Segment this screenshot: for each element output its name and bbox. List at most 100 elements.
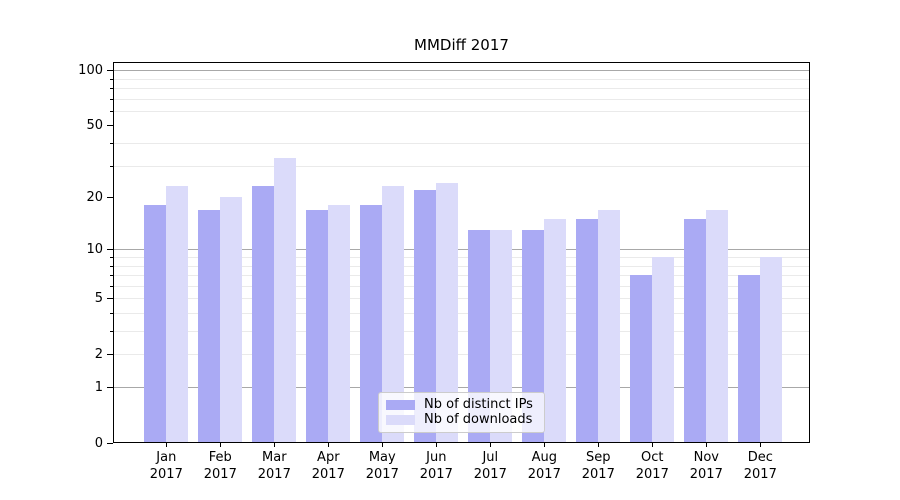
- gridline-minor: [114, 275, 809, 277]
- bar-downloads: [328, 205, 351, 442]
- bar-distinct-ips: [360, 205, 383, 442]
- y-tick: [107, 443, 113, 444]
- y-tick-minor: [110, 98, 113, 100]
- y-tick: [107, 70, 113, 72]
- y-tick-minor: [110, 165, 113, 167]
- x-tick-label: Mar 2017: [247, 449, 301, 483]
- y-tick-minor: [110, 312, 113, 314]
- x-tick-label: Sep 2017: [571, 449, 625, 483]
- legend-entry-downloads: Nb of downloads: [386, 413, 536, 427]
- x-tick-year: 2017: [149, 467, 183, 482]
- y-tick-label: 10: [86, 241, 103, 257]
- gridline-major: [114, 70, 809, 72]
- y-tick: [107, 249, 113, 251]
- x-tick-year: 2017: [257, 467, 291, 482]
- x-tick-month: May: [368, 450, 396, 465]
- x-tick-month: Sep: [586, 450, 611, 465]
- x-tick-month: Oct: [641, 450, 664, 465]
- gridline-minor: [114, 110, 809, 112]
- bar-distinct-ips: [198, 209, 221, 442]
- bar-distinct-ips: [468, 229, 491, 442]
- x-tick-year: 2017: [473, 467, 507, 482]
- bar-downloads: [490, 229, 513, 442]
- legend-swatch-distinct-ips: [386, 400, 415, 410]
- x-tick-month: Jun: [426, 450, 447, 465]
- legend: Nb of distinct IPs Nb of downloads: [378, 392, 545, 433]
- x-tick: [220, 443, 222, 447]
- gridline-minor: [114, 298, 809, 300]
- x-tick: [166, 443, 168, 447]
- y-tick-minor: [110, 88, 113, 90]
- x-tick-label: Feb 2017: [193, 449, 247, 483]
- bar-distinct-ips: [630, 275, 653, 442]
- x-tick-label: Jun 2017: [409, 449, 463, 483]
- x-tick-month: Jul: [482, 450, 499, 465]
- y-tick-label: 0: [94, 435, 103, 451]
- x-tick-month: Feb: [208, 450, 232, 465]
- x-tick-year: 2017: [527, 467, 561, 482]
- x-tick-year: 2017: [581, 467, 615, 482]
- bar-downloads: [544, 219, 567, 442]
- x-tick-year: 2017: [419, 467, 453, 482]
- y-tick-label: 50: [86, 117, 103, 133]
- y-tick-label: 1: [94, 379, 103, 395]
- gridline-minor: [114, 88, 809, 90]
- x-tick-month: Nov: [693, 450, 719, 465]
- y-tick-minor: [110, 110, 113, 112]
- bar-distinct-ips: [522, 229, 545, 442]
- bar-downloads: [220, 197, 243, 442]
- gridline-minor: [114, 98, 809, 100]
- legend-label-distinct-ips: Nb of distinct IPs: [424, 397, 533, 412]
- y-tick-minor: [110, 257, 113, 258]
- y-tick-minor: [110, 143, 113, 145]
- gridline-major: [114, 387, 809, 388]
- x-tick-label: May 2017: [355, 449, 409, 483]
- x-tick: [706, 443, 708, 447]
- x-tick: [760, 443, 762, 447]
- x-tick-year: 2017: [311, 467, 345, 482]
- gridline-minor: [114, 143, 809, 145]
- legend-swatch-downloads: [386, 415, 415, 425]
- gridline-minor: [114, 165, 809, 167]
- y-tick-label: 5: [94, 290, 103, 306]
- y-tick-minor: [110, 354, 113, 356]
- x-tick-month: Dec: [747, 450, 773, 465]
- gridline-minor: [114, 78, 809, 80]
- y-tick: [107, 387, 113, 388]
- x-tick: [598, 443, 600, 447]
- y-tick-minor: [110, 298, 113, 300]
- y-tick-label: 20: [86, 189, 103, 205]
- x-tick: [328, 443, 330, 447]
- x-tick-label: Dec 2017: [733, 449, 787, 483]
- y-tick: [107, 197, 113, 199]
- bar-downloads: [274, 158, 297, 442]
- y-tick-minor: [110, 285, 113, 287]
- bar-downloads: [706, 209, 729, 442]
- bar-downloads: [652, 257, 675, 442]
- legend-label-downloads: Nb of downloads: [424, 412, 533, 427]
- y-tick-label: 100: [78, 62, 103, 78]
- x-tick: [382, 443, 384, 447]
- bar-distinct-ips: [144, 205, 167, 442]
- bar-downloads: [760, 257, 783, 442]
- x-tick: [274, 443, 276, 447]
- bar-downloads: [436, 182, 459, 442]
- y-tick-minor: [110, 78, 113, 80]
- bar-downloads: [166, 186, 189, 442]
- x-tick-month: Jan: [156, 450, 177, 465]
- bar-distinct-ips: [252, 186, 275, 442]
- bar-distinct-ips: [738, 275, 761, 442]
- x-tick-year: 2017: [203, 467, 237, 482]
- y-tick-minor: [110, 275, 113, 277]
- gridline-minor: [114, 331, 809, 333]
- x-tick-label: Apr 2017: [301, 449, 355, 483]
- x-tick: [490, 443, 492, 447]
- y-tick-label: 2: [94, 346, 103, 362]
- y-tick-minor: [110, 331, 113, 333]
- x-tick: [436, 443, 438, 447]
- x-tick: [652, 443, 654, 447]
- gridline-minor: [114, 257, 809, 258]
- x-tick-month: Mar: [262, 450, 287, 465]
- x-tick-label: Oct 2017: [625, 449, 679, 483]
